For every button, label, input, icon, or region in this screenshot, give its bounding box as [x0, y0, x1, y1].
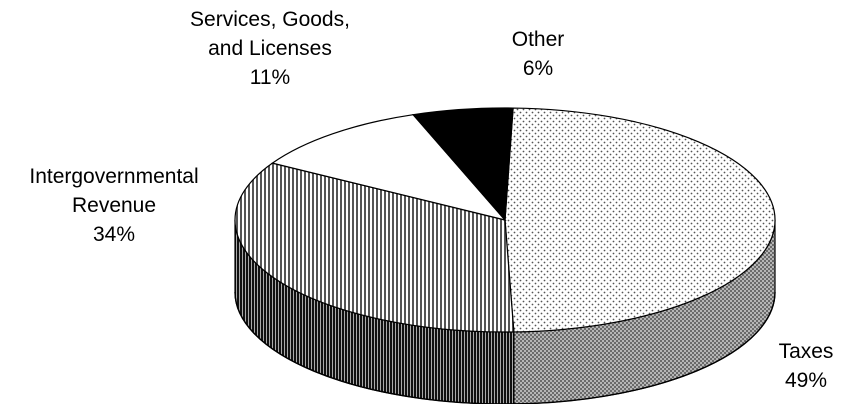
slice-label-line: Other [512, 28, 565, 51]
slice-label-line: Intergovernmental [29, 165, 198, 188]
slice-label-line: 11% [250, 66, 290, 89]
pie-slice-taxes [504, 107, 776, 333]
slice-label-line: 34% [93, 223, 135, 246]
pie-slice-services-goods-and-licenses [270, 114, 507, 222]
slice-label-services-goods-and-licenses: Services, Goods, and Licenses 11% [190, 8, 350, 89]
slice-label-line: 6% [523, 57, 553, 80]
slice-label-line: Taxes [779, 340, 834, 363]
slice-label-other: Other 6% [512, 28, 565, 80]
slice-label-line: Revenue [72, 194, 156, 217]
slice-label-line: 49% [785, 369, 827, 392]
pie-tops [234, 107, 776, 333]
slice-label-intergovernmental-revenue: Intergovernmental Revenue 34% [29, 165, 198, 246]
slice-label-taxes: Taxes 49% [779, 340, 834, 392]
pie-slice-other [412, 107, 514, 222]
slice-label-line: Services, Goods, [190, 8, 350, 31]
pie-labels: Taxes 49% Intergovernmental Revenue 34% Servi… [29, 8, 833, 392]
pie-bottom-rim [234, 291, 776, 404]
slice-label-line: and Licenses [208, 37, 332, 60]
